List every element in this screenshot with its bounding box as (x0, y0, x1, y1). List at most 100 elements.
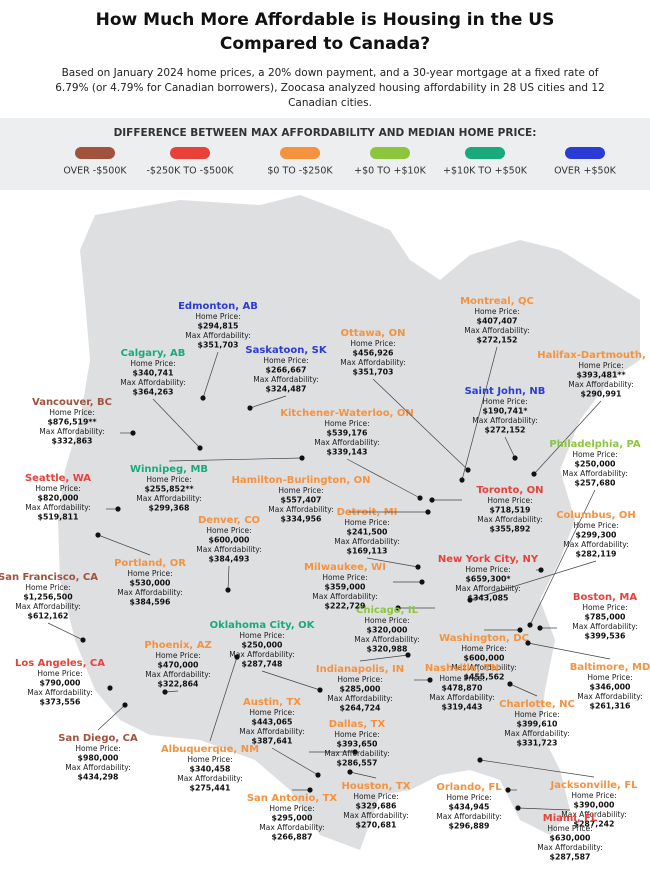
city-dot (512, 455, 518, 461)
city-dot (525, 640, 531, 646)
city-dot (538, 567, 544, 573)
max-affordability-label: Max Affordability: (259, 823, 324, 832)
max-affordability-label: Max Affordability: (120, 378, 185, 387)
max-affordability-label: Max Affordability: (572, 622, 637, 631)
city-name: Halifax-Dartmouth, NS (537, 350, 650, 361)
max-affordability: $287,748 (242, 660, 283, 669)
home-price: $285,000 (340, 685, 382, 694)
home-price-label: Home Price: (547, 824, 592, 833)
max-affordability-label: Max Affordability: (117, 588, 182, 597)
city-dot (465, 467, 471, 473)
max-affordability: $320,988 (367, 645, 408, 654)
leader-line (366, 557, 419, 568)
leader-line (97, 704, 126, 731)
max-affordability: $299,368 (149, 504, 190, 513)
max-affordability: $287,587 (550, 853, 591, 862)
home-price: $266,667 (266, 366, 307, 375)
city-dot (427, 677, 433, 683)
home-price-label: Home Price: (127, 569, 172, 578)
city-dot (299, 455, 305, 461)
home-price-label: Home Price: (514, 710, 559, 719)
home-price-label: Home Price: (249, 708, 294, 717)
home-price-label: Home Price: (578, 361, 623, 370)
city-dot (130, 430, 136, 436)
max-affordability: $266,887 (272, 833, 313, 842)
city-name: Saint John, NB (465, 386, 546, 397)
city-dot (531, 471, 537, 477)
home-price-label: Home Price: (587, 673, 632, 682)
city-dot (352, 749, 358, 755)
legend-label: +$0 TO +$10K (354, 166, 426, 177)
max-affordability-label: Max Affordability: (562, 469, 627, 478)
home-price-label: Home Price: (146, 475, 191, 484)
home-price: $320,000 (367, 626, 409, 635)
max-affordability-label: Max Affordability: (568, 380, 633, 389)
home-price-label: Home Price: (465, 565, 510, 574)
city-dot (477, 757, 483, 763)
leader-line (249, 395, 287, 409)
max-affordability-label: Max Affordability: (436, 812, 501, 821)
home-price: $340,458 (190, 765, 231, 774)
max-affordability-label: Max Affordability: (136, 494, 201, 503)
city-name: Los Angeles, CA (15, 658, 105, 669)
max-affordability-label: Max Affordability: (537, 843, 602, 852)
max-affordability: $270,681 (356, 821, 397, 830)
leader-line (168, 457, 303, 462)
city-dot (80, 637, 86, 643)
home-price-label: Home Price: (263, 356, 308, 365)
city-dot (315, 772, 321, 778)
home-price: $407,407 (477, 317, 518, 326)
home-price: $434,945 (449, 803, 490, 812)
home-price: $456,926 (353, 349, 394, 358)
home-price-label: Home Price: (446, 793, 491, 802)
city-name: Nashville, TN (425, 663, 499, 674)
home-price: $393,481** (576, 371, 625, 380)
city-dot (162, 689, 168, 695)
max-affordability-label: Max Affordability: (253, 375, 318, 384)
max-affordability-label: Max Affordability: (268, 505, 333, 514)
home-price: $785,000 (585, 613, 627, 622)
max-affordability-label: Max Affordability: (312, 592, 377, 601)
max-affordability-label: Max Affordability: (577, 692, 642, 701)
city-name: Hamilton-Burlington, ON (231, 475, 370, 486)
city-dot (515, 805, 521, 811)
max-affordability-label: Max Affordability: (455, 584, 520, 593)
home-price: $255,852** (144, 485, 193, 494)
max-affordability: $261,316 (590, 702, 631, 711)
max-affordability: $343,085 (468, 594, 509, 603)
home-price-label: Home Price: (25, 583, 70, 592)
home-price: $340,741 (133, 369, 174, 378)
home-price: $600,000 (464, 654, 506, 663)
city-name: Columbus, OH (556, 510, 636, 521)
city-name: Vancouver, BC (32, 397, 112, 408)
max-affordability: $334,956 (281, 515, 322, 524)
city-dot (347, 769, 353, 775)
max-affordability-label: Max Affordability: (464, 326, 529, 335)
city-name: Indianapolis, IN (316, 664, 404, 675)
max-affordability: $387,641 (252, 737, 293, 746)
home-price-label: Home Price: (344, 518, 389, 527)
home-price: $294,815 (198, 322, 239, 331)
home-price-label: Home Price: (334, 730, 379, 739)
city-dot (225, 587, 231, 593)
home-price-label: Home Price: (572, 450, 617, 459)
city-name: Kitchener-Waterloo, ON (280, 408, 414, 419)
home-price-label: Home Price: (482, 397, 527, 406)
city-name: Milwaukee, WI (304, 562, 386, 573)
title: How Much More Affordable is Housing in t… (95, 10, 555, 54)
home-price: $980,000 (78, 754, 120, 763)
home-price-label: Home Price: (337, 675, 382, 684)
max-affordability-label: Max Affordability: (334, 537, 399, 546)
max-affordability: $282,119 (576, 550, 617, 559)
legend-swatch (75, 147, 115, 159)
home-price-label: Home Price: (487, 496, 532, 505)
home-price: $539,176 (327, 429, 368, 438)
city-name: Dallas, TX (329, 719, 386, 730)
home-price-label: Home Price: (206, 526, 251, 535)
home-price: $1,256,500 (23, 593, 73, 602)
max-affordability-label: Max Affordability: (340, 358, 405, 367)
max-affordability: $339,143 (327, 448, 368, 457)
max-affordability-label: Max Affordability: (27, 688, 92, 697)
